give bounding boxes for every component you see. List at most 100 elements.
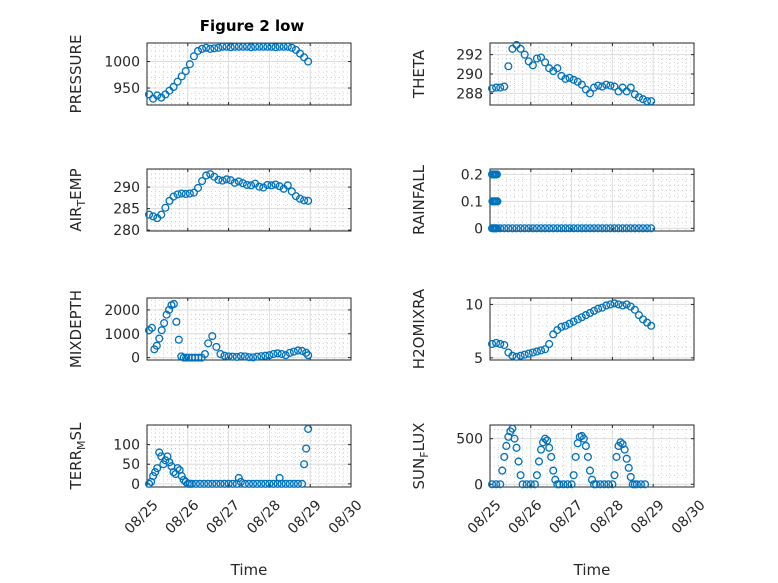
y-tick-label: 0 <box>474 477 483 493</box>
data-point <box>240 479 249 488</box>
data-point <box>614 224 623 233</box>
data-point <box>144 210 154 219</box>
data-point <box>263 180 272 189</box>
data-point <box>210 44 219 53</box>
data-point <box>512 443 521 452</box>
y-tick-label: 0 <box>131 351 140 367</box>
grid <box>489 425 695 487</box>
data-point <box>300 53 309 62</box>
data-point <box>557 322 566 331</box>
data-point <box>224 479 233 488</box>
data-point <box>275 42 284 51</box>
data-point <box>216 349 225 359</box>
data-point <box>149 212 158 221</box>
data-point <box>647 224 656 233</box>
data-point <box>500 340 509 350</box>
data-point <box>589 224 599 233</box>
data-point <box>149 471 158 481</box>
grid <box>146 298 352 360</box>
data-point <box>496 224 505 233</box>
data-point <box>232 352 241 361</box>
data-point <box>212 479 221 488</box>
data-point <box>553 224 562 233</box>
data-point <box>291 45 300 54</box>
data-point <box>569 224 578 233</box>
data-point <box>261 479 270 488</box>
data-point <box>585 89 595 98</box>
data-point <box>565 73 574 82</box>
data-point <box>279 42 288 51</box>
data-point <box>302 444 311 453</box>
data-point <box>647 321 656 330</box>
y-axis-label: H2OMIXRA <box>410 288 428 369</box>
data-point <box>181 189 190 199</box>
data-point <box>549 330 558 339</box>
data-point <box>598 82 607 91</box>
data-point <box>585 224 595 233</box>
data-point <box>573 315 582 324</box>
data-point <box>152 341 161 350</box>
data-point <box>200 479 209 488</box>
data-point <box>508 224 517 233</box>
data-point <box>565 319 574 328</box>
data-point <box>492 83 501 92</box>
y-axis-label: TERRMSL <box>67 422 88 491</box>
data-point <box>557 224 566 233</box>
data-point <box>179 353 188 362</box>
data-point <box>155 448 164 457</box>
data-point <box>153 91 162 100</box>
data-point <box>200 349 209 359</box>
data-point <box>287 43 296 52</box>
data-point <box>226 176 235 185</box>
data-point <box>214 175 223 184</box>
data-point <box>165 458 174 467</box>
data-point <box>220 479 229 488</box>
data-point <box>532 471 541 480</box>
x-tick-label: 08/27 <box>203 497 243 537</box>
x-tick-label: 08/30 <box>326 497 366 537</box>
data-point <box>602 224 611 233</box>
data-point <box>559 480 568 489</box>
data-point <box>281 479 290 488</box>
y-tick-label: 290 <box>113 180 140 196</box>
data-point <box>285 348 294 357</box>
data-point <box>240 352 249 361</box>
data-point <box>230 42 239 51</box>
y-tick-label: 285 <box>113 202 140 218</box>
data-point <box>555 480 564 489</box>
grid <box>146 43 352 105</box>
data-point <box>289 347 298 356</box>
data-point <box>594 81 603 90</box>
data-point <box>504 62 513 71</box>
data-point <box>610 299 619 308</box>
data-point <box>512 352 521 361</box>
data-point <box>634 224 643 233</box>
data-point <box>297 346 307 355</box>
data-point <box>547 452 556 461</box>
data-point <box>304 196 313 205</box>
data-point <box>512 224 521 233</box>
data-point <box>194 353 203 362</box>
x-tick-label: 08/29 <box>628 497 668 537</box>
subplot-1: 950 1000 PRESSURE <box>67 35 352 113</box>
data-point <box>622 224 631 233</box>
data-point <box>220 351 229 360</box>
data-point <box>516 224 525 233</box>
data-point <box>164 305 174 314</box>
data-point <box>255 42 264 51</box>
y-tick-label: 0 <box>131 477 140 493</box>
data-point <box>630 305 639 314</box>
data-point <box>242 180 252 189</box>
data-point <box>577 80 586 89</box>
x-tick-label: 08/28 <box>244 497 284 537</box>
data-point <box>295 194 305 203</box>
data-point <box>492 480 501 489</box>
data-point <box>592 480 601 489</box>
data-point <box>267 181 276 190</box>
data-point <box>528 348 537 357</box>
data-point <box>561 321 570 330</box>
y-axis-label: THETA <box>410 49 428 99</box>
data-point <box>500 224 509 233</box>
data-point <box>514 457 523 466</box>
data-point <box>162 310 171 319</box>
